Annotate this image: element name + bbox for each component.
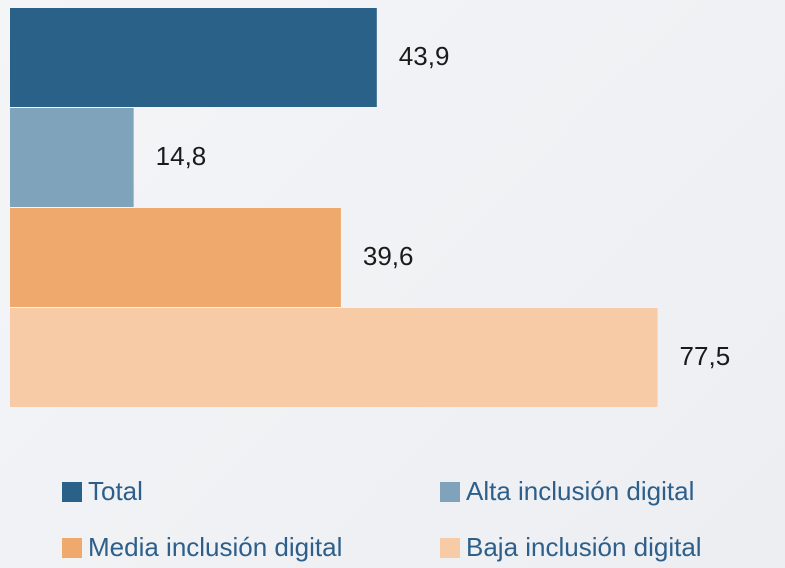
legend-swatch <box>440 538 460 558</box>
bar <box>10 208 341 307</box>
bar <box>10 308 658 407</box>
legend-label: Total <box>88 476 143 506</box>
value-label: 77,5 <box>680 341 731 371</box>
bar <box>10 108 134 207</box>
value-label: 43,9 <box>399 41 450 71</box>
legend-swatch <box>62 538 82 558</box>
legend-label: Media inclusión digital <box>88 532 342 562</box>
bar <box>10 8 377 107</box>
legend-swatch <box>62 482 82 502</box>
legend-label: Alta inclusión digital <box>466 476 694 506</box>
legend-label: Baja inclusión digital <box>466 532 702 562</box>
legend-swatch <box>440 482 460 502</box>
value-label: 39,6 <box>363 241 414 271</box>
value-label: 14,8 <box>156 141 207 171</box>
